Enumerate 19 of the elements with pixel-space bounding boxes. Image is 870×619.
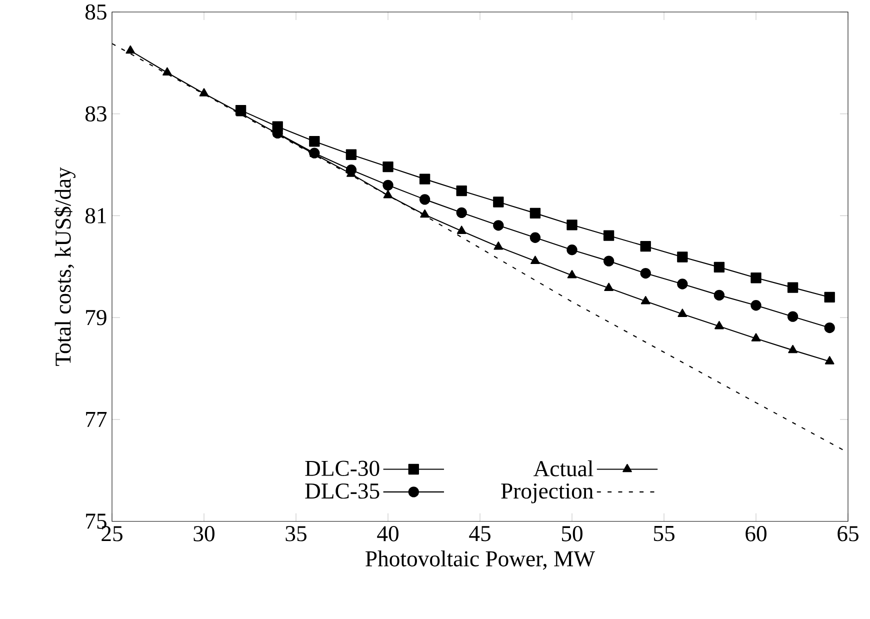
y-tick-label: 85 bbox=[85, 4, 106, 20]
x-tick-label: 45 bbox=[469, 526, 490, 542]
y-tick-label: 81 bbox=[85, 208, 106, 224]
y-axis-title: Total costs, kUS$/day bbox=[54, 167, 76, 366]
legend-label: Projection bbox=[501, 483, 594, 504]
x-tick-label: 55 bbox=[654, 526, 674, 542]
y-tick-label: 77 bbox=[86, 412, 107, 427]
x-tick-label: 30 bbox=[194, 526, 214, 542]
x-axis-title: Photovoltaic Power, MW bbox=[366, 550, 596, 570]
x-tick-label: 65 bbox=[838, 526, 858, 542]
x-tick-label: 60 bbox=[746, 526, 766, 542]
y-tick-label: 83 bbox=[85, 106, 106, 122]
x-tick-label: 40 bbox=[377, 526, 398, 542]
x-tick-label: 35 bbox=[286, 526, 306, 542]
y-tick-label: 79 bbox=[86, 310, 106, 326]
legend-label: DLC-35 bbox=[305, 483, 380, 499]
x-tick-label: 50 bbox=[562, 526, 582, 542]
legend-label: Actual bbox=[534, 460, 594, 476]
legend-label: DLC-30 bbox=[305, 460, 380, 476]
